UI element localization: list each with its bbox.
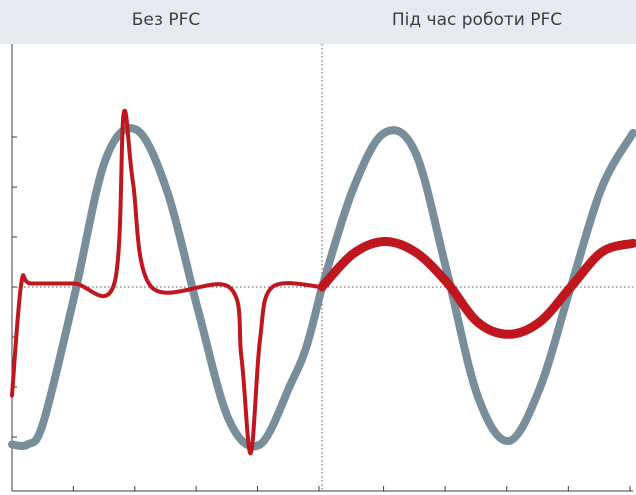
series-line-0	[8, 124, 326, 451]
panel-title-left: Без PFC	[131, 10, 201, 30]
panel-title-right: Під час роботи PFC	[391, 10, 563, 30]
series-line-3	[317, 237, 636, 339]
series-line-2	[318, 126, 636, 445]
chart-header	[0, 0, 636, 44]
series-line-1	[10, 108, 324, 456]
